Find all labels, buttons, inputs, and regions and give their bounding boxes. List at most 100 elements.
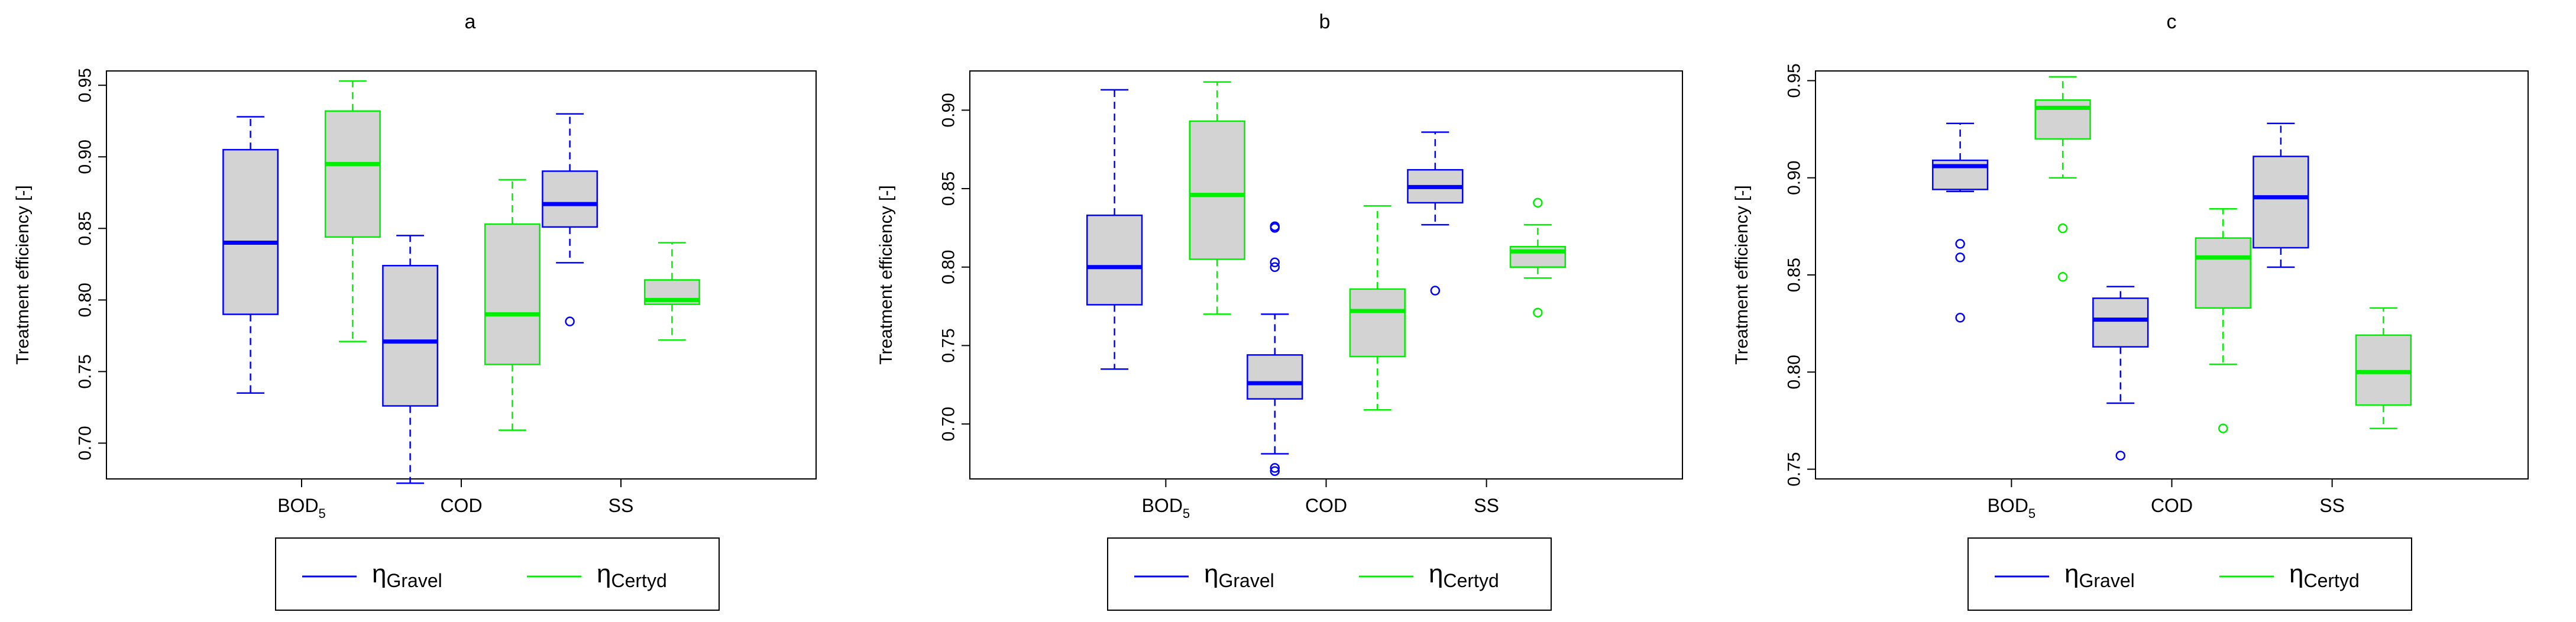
iqr-box [542,170,598,228]
y-tick-label: 0.70 [939,407,959,441]
y-tick-label: 0.80 [1785,355,1804,389]
outlier-point [1955,313,1965,323]
legend-symbol: η [597,559,611,588]
category-name: SS [1474,495,1499,516]
box-gravel-cod [2092,286,2149,461]
outlier-point [1270,221,1280,231]
y-tick-label: 0.85 [76,211,95,245]
legend-label: ηCertyd [597,559,667,591]
box-certyd-bod [1189,81,1245,315]
legend-subscript: Gravel [1218,570,1274,591]
panel-title: c [2167,11,2177,33]
y-tick-label: 0.95 [76,68,95,102]
outlier-point [2057,223,2068,234]
iqr-box [1349,288,1406,358]
box-certyd-cod [484,179,541,431]
iqr-box [1247,354,1303,400]
legend-frame [275,537,720,611]
y-tick-label: 0.95 [1785,63,1804,98]
outlier-point [1270,466,1280,476]
iqr-box [1189,120,1245,260]
x-category-label: SS [2319,495,2345,516]
outlier-point [1955,252,1965,263]
legend-subscript: Gravel [386,570,442,591]
legend-subscript: Gravel [2079,570,2134,591]
y-tick-label: 0.80 [939,250,959,284]
x-category-label: BOD5 [1988,495,2036,521]
category-name: COD [2151,495,2193,516]
category-subscript: 5 [2028,506,2035,521]
legend-symbol: η [2064,559,2079,588]
category-name: COD [1305,495,1347,516]
outlier-point [565,316,575,326]
y-tick-label: 0.75 [1785,452,1804,486]
iqr-box [382,265,439,407]
y-tick-label: 0.80 [76,283,95,317]
legend: ηGravel ηCertyd [1967,537,2412,611]
legend: ηGravel ηCertyd [275,537,720,611]
legend-symbol: η [2289,559,2303,588]
category-name: COD [440,495,482,516]
outlier-point [1533,307,1543,318]
box-certyd-ss [2355,307,2412,429]
box-certyd-cod [2195,208,2251,433]
panel-b: b Treatment efficiency [-] 0.70 0.75 0.80 0.8… [876,11,1683,611]
iqr-box [484,223,541,365]
legend-symbol: η [1429,559,1443,588]
y-tick-label: 0.90 [76,140,95,174]
legend-subscript: Certyd [2303,570,2359,591]
outlier-point [1533,197,1543,208]
outlier-point [1270,257,1280,268]
outlier-point [1270,262,1280,272]
box-gravel-bod [222,116,279,394]
iqr-box [2253,156,2309,249]
category-name: SS [2319,495,2345,516]
outlier-point [2057,272,2068,282]
y-tick-label: 0.75 [76,354,95,388]
legend-label: ηGravel [372,559,442,591]
box-gravel-cod [1247,221,1303,476]
box-gravel-ss [1407,131,1464,296]
y-tick-label: 0.85 [939,171,959,206]
iqr-box [324,110,381,238]
iqr-box [222,148,279,315]
box-certyd-ss [1509,197,1567,318]
panel-a: a Treatment efficiency [-] 0.70 0.75 0.80 0.8… [13,11,817,611]
box-certyd-cod [1349,205,1406,411]
y-tick-label: 0.70 [76,426,95,460]
legend-subscript: Certyd [1443,570,1499,591]
y-tick-label: 0.75 [939,328,959,362]
panel-c: c Treatment efficiency [-] 0.75 0.80 0.85 0.9… [1732,11,2529,611]
panel-title: b [1319,11,1331,33]
category-subscript: 5 [319,506,326,521]
x-category-label: BOD5 [277,495,326,521]
outlier-point [2115,451,2125,461]
x-category-label: SS [1474,495,1499,516]
outlier-point [1270,463,1280,473]
box-gravel-bod [1931,122,1989,323]
category-name: SS [609,495,634,516]
y-axis-title: Treatment efficiency [-] [876,185,896,364]
legend-frame [1107,537,1552,611]
x-category-label: COD [1305,495,1347,516]
box-certyd-ss [643,242,700,341]
y-tick-label: 0.85 [1785,258,1804,292]
iqr-box [2092,297,2149,348]
legend: ηGravel ηCertyd [1107,537,1552,611]
outlier-point [1430,286,1441,296]
legend-frame [1967,537,2412,611]
iqr-box [2195,237,2251,309]
y-tick-label: 0.90 [939,93,959,127]
plot-frame [1815,70,2529,480]
x-category-label: SS [609,495,634,516]
box-certyd-bod [324,80,381,342]
category-name: BOD [277,495,318,516]
legend-label: ηCertyd [2289,559,2360,591]
category-subscript: 5 [1183,506,1190,521]
outlier-point [1955,239,1965,249]
legend-label: ηCertyd [1429,559,1499,591]
legend-symbol: η [1204,559,1218,588]
outlier-point [2218,423,2228,433]
legend-symbol: η [372,559,386,588]
box-gravel-cod [382,235,439,484]
